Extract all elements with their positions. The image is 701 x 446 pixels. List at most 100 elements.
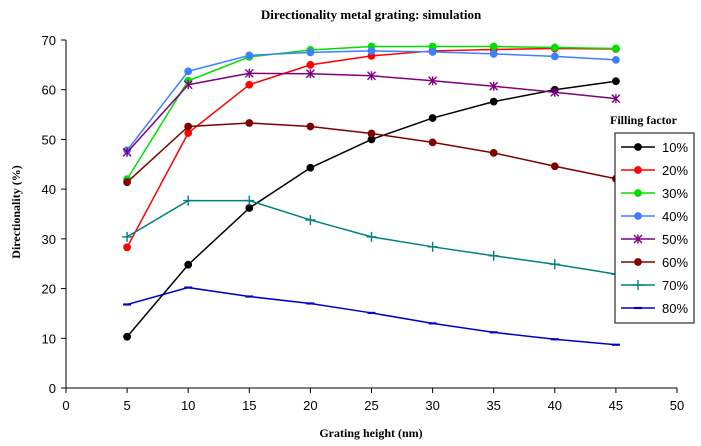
x-tick-label: 0 bbox=[62, 398, 69, 413]
x-tick-label: 40 bbox=[548, 398, 562, 413]
x-tick-label: 25 bbox=[364, 398, 378, 413]
data-point-30 bbox=[489, 42, 498, 51]
legend-title: Filling factor bbox=[610, 113, 678, 127]
legend-item-30: 30% bbox=[621, 186, 688, 201]
series-line-80 bbox=[126, 286, 616, 346]
legend-label: 50% bbox=[662, 232, 688, 247]
y-tick-label: 0 bbox=[49, 381, 56, 396]
legend-label: 10% bbox=[662, 140, 688, 155]
x-tick-label: 35 bbox=[486, 398, 500, 413]
legend-label: 30% bbox=[662, 186, 688, 201]
data-point-20 bbox=[123, 243, 131, 252]
data-point-60 bbox=[306, 122, 315, 131]
data-point-40 bbox=[612, 55, 620, 64]
legend-marker bbox=[634, 258, 642, 266]
x-axis-title: Grating height (nm) bbox=[319, 426, 422, 440]
legend-label: 60% bbox=[662, 255, 688, 270]
data-point-50 bbox=[611, 94, 621, 104]
legend-item-60: 60% bbox=[621, 255, 688, 270]
data-point-10 bbox=[489, 97, 498, 106]
legend-item-80: 80% bbox=[621, 301, 688, 316]
y-tick-label: 10 bbox=[42, 331, 56, 346]
data-point-70 bbox=[305, 214, 316, 225]
series-40 bbox=[123, 47, 620, 155]
data-point-50 bbox=[183, 80, 193, 90]
legend-marker bbox=[634, 189, 642, 197]
legend-label: 80% bbox=[662, 301, 688, 316]
legend-marker bbox=[634, 143, 642, 151]
legend-label: 70% bbox=[662, 278, 688, 293]
legend-box bbox=[614, 132, 695, 324]
data-point-40 bbox=[306, 48, 315, 57]
data-point-20 bbox=[306, 60, 315, 69]
series-10 bbox=[123, 77, 620, 341]
legend-item-50: 50% bbox=[621, 232, 688, 247]
data-point-60 bbox=[489, 148, 498, 157]
chart-title: Directionality metal grating: simulation bbox=[261, 7, 482, 22]
y-axis-title: Directionality (%) bbox=[9, 165, 23, 258]
x-tick-label: 45 bbox=[609, 398, 623, 413]
legend-label: 20% bbox=[662, 163, 688, 178]
legend-marker bbox=[634, 166, 642, 174]
x-tick-label: 15 bbox=[242, 398, 256, 413]
data-point-60 bbox=[245, 119, 254, 127]
data-point-60 bbox=[123, 178, 131, 187]
data-point-40 bbox=[428, 48, 437, 56]
legend-label: 40% bbox=[662, 209, 688, 224]
legend-item-10: 10% bbox=[621, 140, 688, 155]
data-point-10 bbox=[306, 163, 315, 172]
series-layer bbox=[122, 42, 621, 346]
data-point-50 bbox=[244, 68, 254, 78]
data-point-60 bbox=[184, 122, 193, 131]
x-tick-label: 10 bbox=[181, 398, 195, 413]
data-point-40 bbox=[245, 51, 254, 60]
data-point-70 bbox=[549, 259, 560, 270]
data-point-10 bbox=[184, 260, 193, 269]
series-line-30 bbox=[126, 45, 616, 180]
data-point-10 bbox=[612, 77, 620, 86]
data-point-40 bbox=[367, 47, 376, 55]
data-point-40 bbox=[184, 67, 193, 76]
data-point-40 bbox=[489, 50, 498, 58]
legend-item-70: 70% bbox=[621, 278, 688, 293]
data-point-10 bbox=[123, 332, 131, 341]
data-point-10 bbox=[428, 114, 437, 122]
y-tick-label: 20 bbox=[42, 282, 56, 297]
x-tick-label: 50 bbox=[670, 398, 684, 413]
series-30 bbox=[123, 42, 620, 184]
series-line-10 bbox=[126, 80, 617, 338]
legend-item-20: 20% bbox=[621, 163, 688, 178]
data-point-50 bbox=[367, 71, 376, 81]
data-point-30 bbox=[612, 44, 620, 53]
data-point-50 bbox=[305, 69, 315, 79]
legend-marker bbox=[633, 234, 643, 244]
y-tick-label: 70 bbox=[42, 33, 56, 48]
legend: 10% 20% 30% 40% 50% 60% 70% 80% bbox=[614, 132, 695, 324]
data-point-20 bbox=[184, 129, 193, 137]
data-point-50 bbox=[489, 81, 499, 91]
data-point-70 bbox=[122, 231, 133, 242]
data-point-70 bbox=[183, 195, 194, 206]
data-point-70 bbox=[427, 241, 438, 252]
series-50 bbox=[122, 68, 621, 157]
data-point-60 bbox=[550, 162, 559, 171]
series-80 bbox=[123, 286, 620, 346]
data-point-60 bbox=[367, 129, 376, 138]
data-point-70 bbox=[244, 195, 255, 206]
data-point-30 bbox=[550, 43, 559, 52]
data-point-50 bbox=[428, 76, 438, 86]
axes: 0 10 20 30 40 50 60 70 0 5 10 15 20 25 30 35 40 45 50 bbox=[42, 33, 685, 413]
x-tick-label: 20 bbox=[303, 398, 317, 413]
y-tick-label: 40 bbox=[42, 182, 56, 197]
series-70 bbox=[122, 195, 621, 280]
y-tick-label: 60 bbox=[42, 83, 56, 98]
y-tick-label: 30 bbox=[42, 232, 56, 247]
y-tick-label: 50 bbox=[42, 132, 56, 147]
data-point-20 bbox=[245, 80, 254, 89]
data-point-50 bbox=[550, 87, 560, 97]
x-tick-label: 5 bbox=[123, 398, 130, 413]
data-point-70 bbox=[488, 250, 499, 261]
x-tick-label: 30 bbox=[425, 398, 439, 413]
data-point-40 bbox=[550, 52, 559, 61]
